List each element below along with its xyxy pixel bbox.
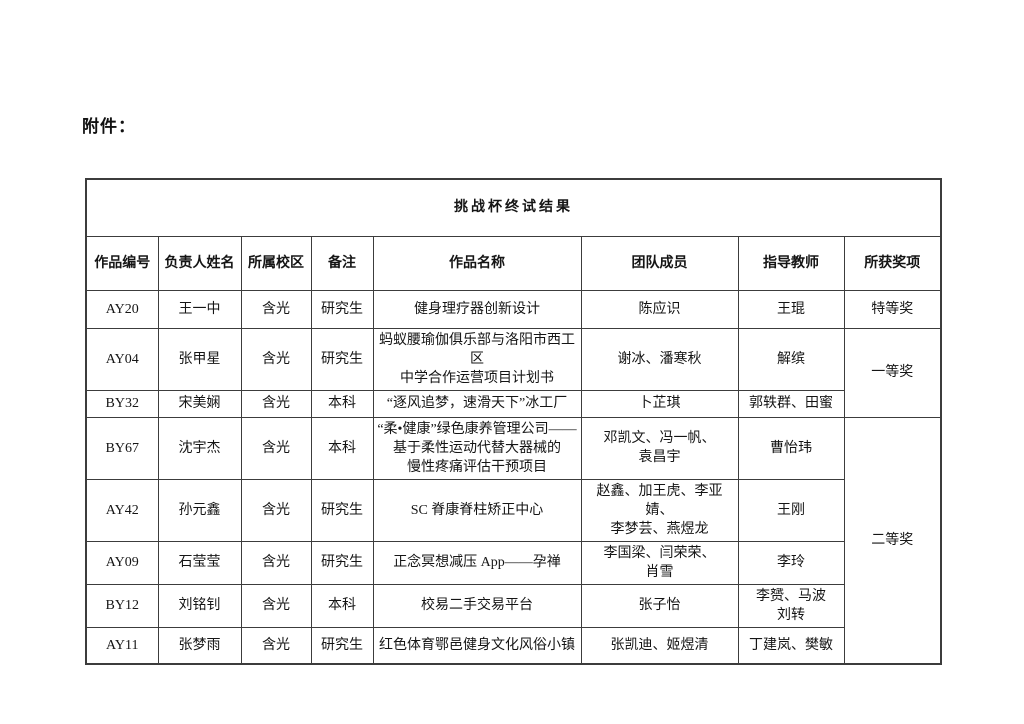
table-row: AY42 孙元鑫 含光 研究生 SC 脊康脊柱矫正中心 赵鑫、加王虎、李亚婧、 李梦芸、燕…: [85, 478, 941, 542]
team-cell: 卜芷琪: [580, 389, 739, 418]
note-cell: 研究生: [310, 626, 374, 665]
teacher-cell: 解缤: [737, 327, 845, 391]
team-cell: 李国梁、闫荣荣、 肖雪: [580, 540, 739, 585]
award-cell: 二等奖: [843, 416, 942, 665]
team-cell: 邓凯文、冯一帆、 袁昌宇: [580, 416, 739, 480]
leader-cell: 张梦雨: [157, 626, 242, 665]
column-header-2: 所属校区: [240, 235, 312, 291]
work-id-cell: AY04: [85, 327, 159, 391]
note-cell: 研究生: [310, 540, 374, 585]
team-cell: 赵鑫、加王虎、李亚婧、 李梦芸、燕煜龙: [580, 478, 739, 542]
teacher-cell: 李玲: [737, 540, 845, 585]
column-header-5: 团队成员: [580, 235, 739, 291]
work-id-cell: BY32: [85, 389, 159, 418]
table-row: BY67 沈宇杰 含光 本科 “柔•健康”绿色康养管理公司—— 基于柔性运动代替大器械的…: [85, 416, 942, 665]
leader-cell: 张甲星: [157, 327, 242, 391]
attachment-label: 附件：: [82, 117, 136, 136]
results-table-body: AY20 王一中 含光 研究生 健身理疗器创新设计 陈应识 王琨 特等奖 AY04 张甲星 含光 研究…: [85, 289, 942, 665]
header-row: 作品编号 负责人姓名 所属校区 备注 作品名称 团队成员 指导教师 所获奖项: [85, 235, 942, 291]
column-header-6: 指导教师: [737, 235, 845, 291]
work-id-cell: AY42: [85, 478, 159, 542]
table-row: BY12 刘铭钊 含光 本科 校易二手交易平台 张子怡 李赟、马波 刘转: [85, 583, 941, 628]
award-cell: 特等奖: [843, 289, 942, 329]
table-row: BY32 宋美娴 含光 本科 “逐风追梦，速滑天下”冰工厂 卜芷琪 郭轶群、田蜜: [85, 389, 941, 418]
teacher-cell: 曹怡玮: [737, 416, 845, 480]
team-cell: 谢冰、潘寒秋: [580, 327, 739, 391]
work-name-cell: 校易二手交易平台: [372, 583, 582, 628]
team-cell: 张子怡: [580, 583, 739, 628]
campus-cell: 含光: [240, 478, 312, 542]
campus-cell: 含光: [240, 289, 312, 329]
leader-cell: 宋美娴: [157, 389, 242, 418]
note-cell: 本科: [310, 416, 374, 480]
teacher-cell: 王琨: [737, 289, 845, 329]
work-id-cell: BY67: [85, 416, 159, 480]
note-cell: 本科: [310, 583, 374, 628]
campus-cell: 含光: [240, 389, 312, 418]
teacher-cell: 李赟、马波 刘转: [737, 583, 845, 628]
work-id-cell: AY11: [85, 626, 159, 665]
column-header-4: 作品名称: [372, 235, 582, 291]
campus-cell: 含光: [240, 583, 312, 628]
note-cell: 研究生: [310, 478, 374, 542]
work-name-cell: “柔•健康”绿色康养管理公司—— 基于柔性运动代替大器械的 慢性疼痛评估干预项目: [372, 416, 582, 480]
campus-cell: 含光: [240, 327, 312, 391]
work-name-cell: 红色体育鄂邑健身文化风俗小镇: [372, 626, 582, 665]
column-header-3: 备注: [310, 235, 374, 291]
work-name-cell: 健身理疗器创新设计: [372, 289, 582, 329]
leader-cell: 王一中: [157, 289, 242, 329]
table-row: AY11 张梦雨 含光 研究生 红色体育鄂邑健身文化风俗小镇 张凯迪、姬煜清 丁建岚、樊敏: [85, 626, 941, 665]
table-title: 挑战杯终试结果: [85, 178, 942, 237]
table-row: AY04 张甲星 含光 研究生 蚂蚁腰瑜伽俱乐部与洛阳市西工区 中学合作运营项目计划书谢…: [85, 327, 942, 418]
leader-cell: 石莹莹: [157, 540, 242, 585]
work-name-cell: 正念冥想减压 App——孕禅: [372, 540, 582, 585]
work-id-cell: BY12: [85, 583, 159, 628]
work-name-cell: SC 脊康脊柱矫正中心: [372, 478, 582, 542]
team-cell: 陈应识: [580, 289, 739, 329]
award-cell: 一等奖: [843, 327, 942, 418]
leader-cell: 刘铭钊: [157, 583, 242, 628]
work-name-cell: “逐风追梦，速滑天下”冰工厂: [372, 389, 582, 418]
column-header-1: 负责人姓名: [157, 235, 242, 291]
teacher-cell: 丁建岚、樊敏: [737, 626, 845, 665]
leader-cell: 沈宇杰: [157, 416, 242, 480]
table-row: AY20 王一中 含光 研究生 健身理疗器创新设计 陈应识 王琨 特等奖: [85, 289, 942, 329]
note-cell: 研究生: [310, 289, 374, 329]
note-cell: 本科: [310, 389, 374, 418]
title-row: 挑战杯终试结果: [85, 178, 942, 237]
results-table: 挑战杯终试结果 作品编号 负责人姓名 所属校区 备注 作品名称 团队成员 指导教师 所获奖项 …: [85, 178, 942, 665]
teacher-cell: 郭轶群、田蜜: [737, 389, 845, 418]
note-cell: 研究生: [310, 327, 374, 391]
work-name-cell: 蚂蚁腰瑜伽俱乐部与洛阳市西工区 中学合作运营项目计划书: [372, 327, 582, 391]
work-id-cell: AY20: [85, 289, 159, 329]
teacher-cell: 王刚: [737, 478, 845, 542]
work-id-cell: AY09: [85, 540, 159, 585]
column-header-7: 所获奖项: [843, 235, 942, 291]
team-cell: 张凯迪、姬煜清: [580, 626, 739, 665]
campus-cell: 含光: [240, 416, 312, 480]
table-row: AY09 石莹莹 含光 研究生 正念冥想减压 App——孕禅 李国梁、闫荣荣、 肖雪 李玲: [85, 540, 941, 585]
column-header-0: 作品编号: [85, 235, 159, 291]
campus-cell: 含光: [240, 626, 312, 665]
leader-cell: 孙元鑫: [157, 478, 242, 542]
campus-cell: 含光: [240, 540, 312, 585]
